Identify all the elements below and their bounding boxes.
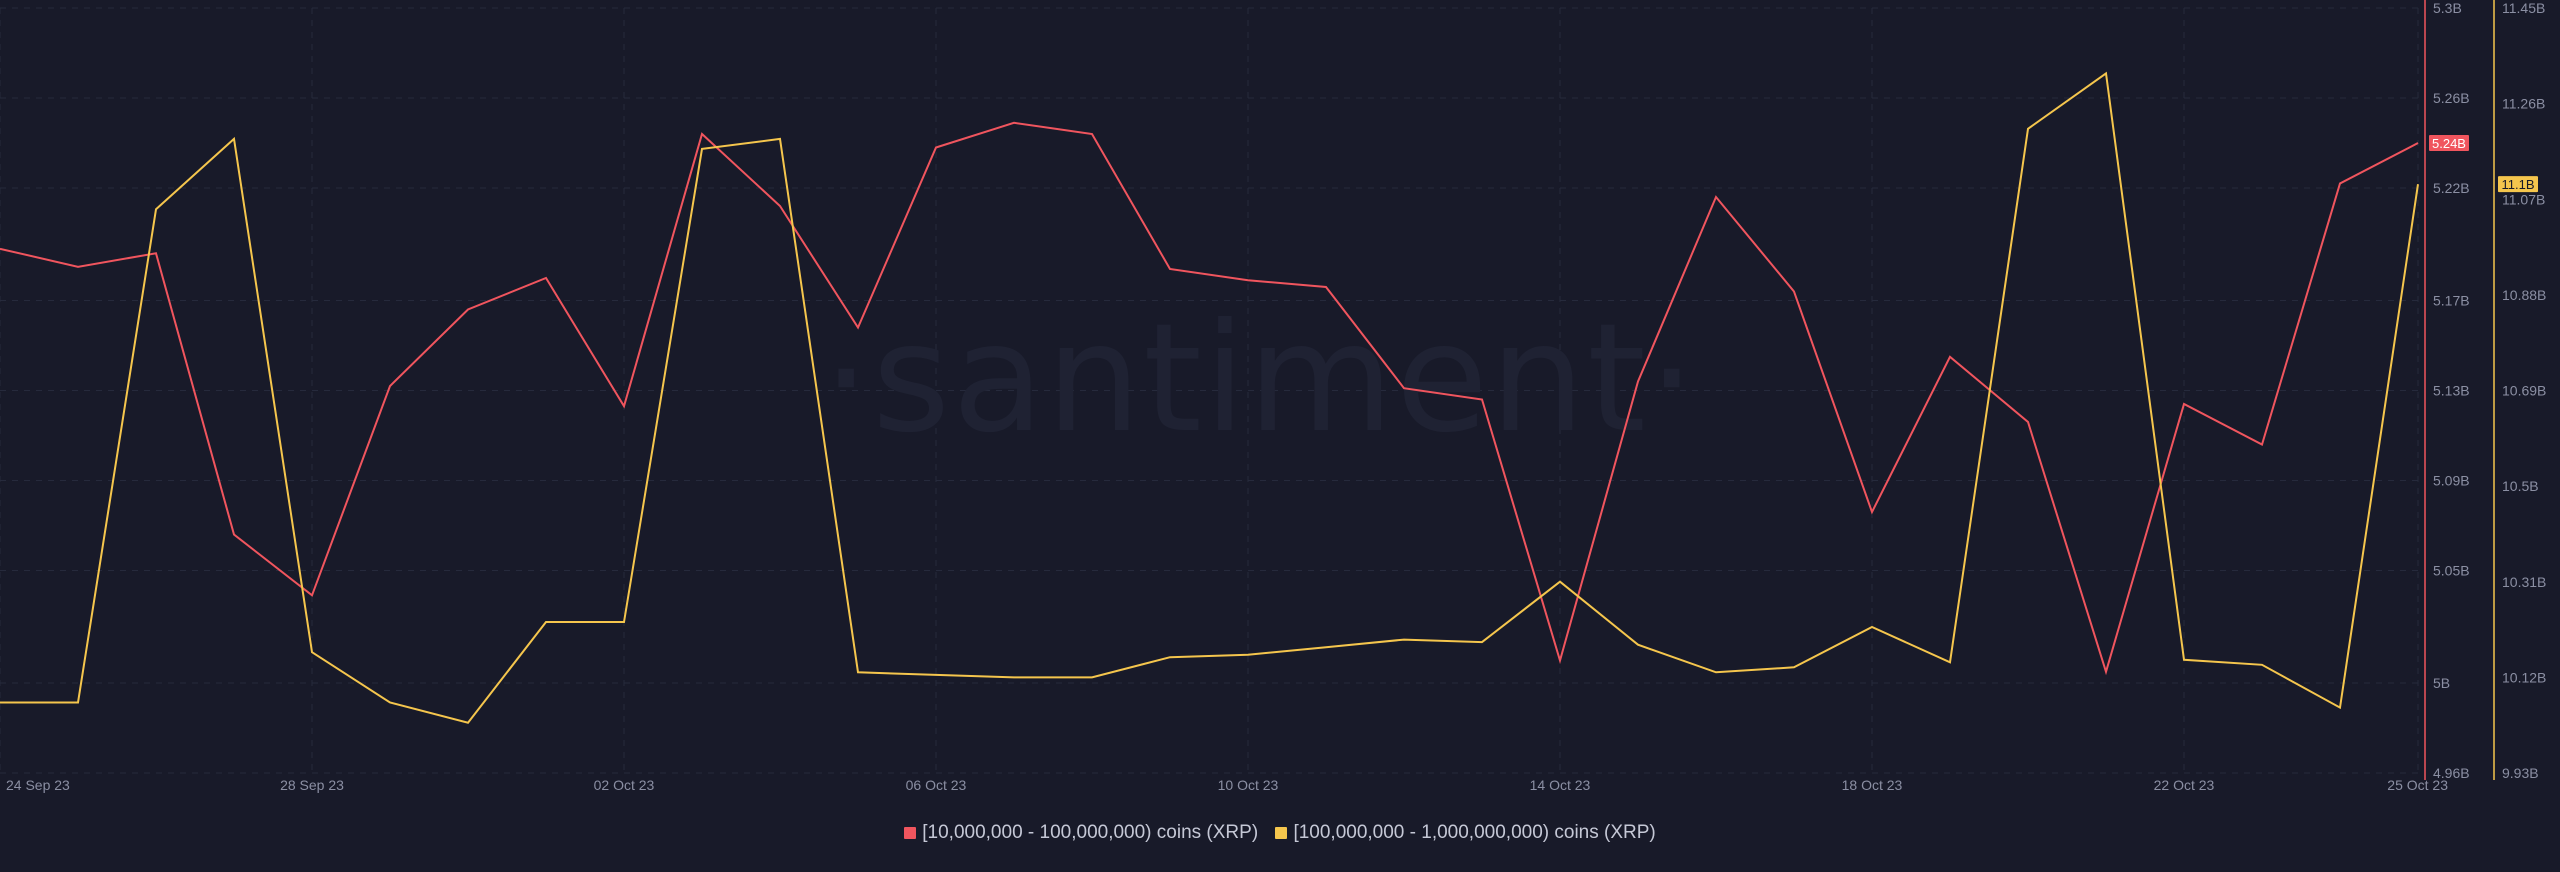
right-tick-label: 11.26B (2502, 96, 2545, 112)
legend-item-series-1[interactable]: [10,000,000 - 100,000,000) coins (XRP) (904, 822, 1258, 844)
series-layer (0, 71, 2419, 724)
left-tick-label: 5.26B (2433, 90, 2470, 106)
axes (2424, 0, 2495, 780)
left-tick-label: 5.13B (2433, 383, 2470, 399)
x-tick-label: 28 Sep 23 (280, 777, 344, 793)
legend-label-series-2: [100,000,000 - 1,000,000,000) coins (XRP… (1293, 822, 1656, 843)
left-tick-label: 5.22B (2433, 180, 2470, 196)
right-tick-label: 10.5B (2502, 478, 2539, 494)
left-tick-label: 5.05B (2433, 563, 2470, 579)
x-tick-label: 22 Oct 23 (2154, 777, 2215, 793)
left-tick-label: 5.17B (2433, 293, 2470, 309)
right-tick-label: 11.45B (2502, 0, 2545, 16)
last-value-badge-2 (2498, 176, 2538, 193)
series-line-1 (0, 121, 2419, 676)
x-tick-label: 25 Oct 23 (2387, 777, 2448, 793)
left-tick-label: 5B (2433, 675, 2450, 691)
right-tick-label: 10.69B (2502, 383, 2546, 399)
last-value-label-1: 5.24B (2432, 136, 2466, 151)
x-tick-label: 02 Oct 23 (594, 777, 655, 793)
legend-label-series-1: [10,000,000 - 100,000,000) coins (XRP) (922, 822, 1259, 843)
left-tick-label: 5.09B (2433, 473, 2470, 489)
last-value-labels: 5.24B 11.1B (2429, 135, 2538, 193)
last-value-label-2: 11.1B (2501, 177, 2534, 192)
right-tick-label: 10.88B (2502, 287, 2546, 303)
watermark: ·santiment· (822, 292, 1697, 466)
x-tick-label: 10 Oct 23 (1218, 777, 1279, 793)
grid (0, 7, 2419, 774)
x-tick-label: 18 Oct 23 (1842, 777, 1903, 793)
legend-swatch-series-2 (1275, 827, 1288, 839)
right-tick-label: 10.12B (2502, 669, 2546, 685)
legend-item-series-2[interactable]: [100,000,000 - 1,000,000,000) coins (XRP… (1275, 822, 1656, 844)
x-tick-label: 06 Oct 23 (906, 777, 967, 793)
x-tick-label: 24 Sep 23 (6, 777, 70, 793)
right-tick-label: 10.31B (2502, 574, 2546, 590)
last-value-badge-1 (2429, 135, 2469, 151)
right-tick-label: 9.93B (2502, 765, 2539, 781)
x-axis-ticks: 24 Sep 23 28 Sep 23 02 Oct 23 06 Oct 23 10 O… (6, 777, 2448, 793)
left-tick-label: 4.96B (2433, 765, 2470, 781)
right-axis-ticks: 9.93B 10.12B 10.31B 10.5B 10.69B 10.88B 11.07B… (2502, 0, 2546, 781)
x-tick-label: 14 Oct 23 (1530, 777, 1591, 793)
series-line-2 (0, 71, 2419, 724)
right-tick-label: 11.07B (2502, 191, 2545, 207)
left-tick-label: 5.3B (2433, 0, 2462, 16)
legend: [10,000,000 - 100,000,000) coins (XRP) [… (0, 822, 2560, 845)
left-axis-ticks: 4.96B 5B 5.05B 5.09B 5.13B 5.17B 5.22B 5.26B 5.3… (2433, 0, 2470, 781)
legend-swatch-series-1 (904, 827, 917, 839)
